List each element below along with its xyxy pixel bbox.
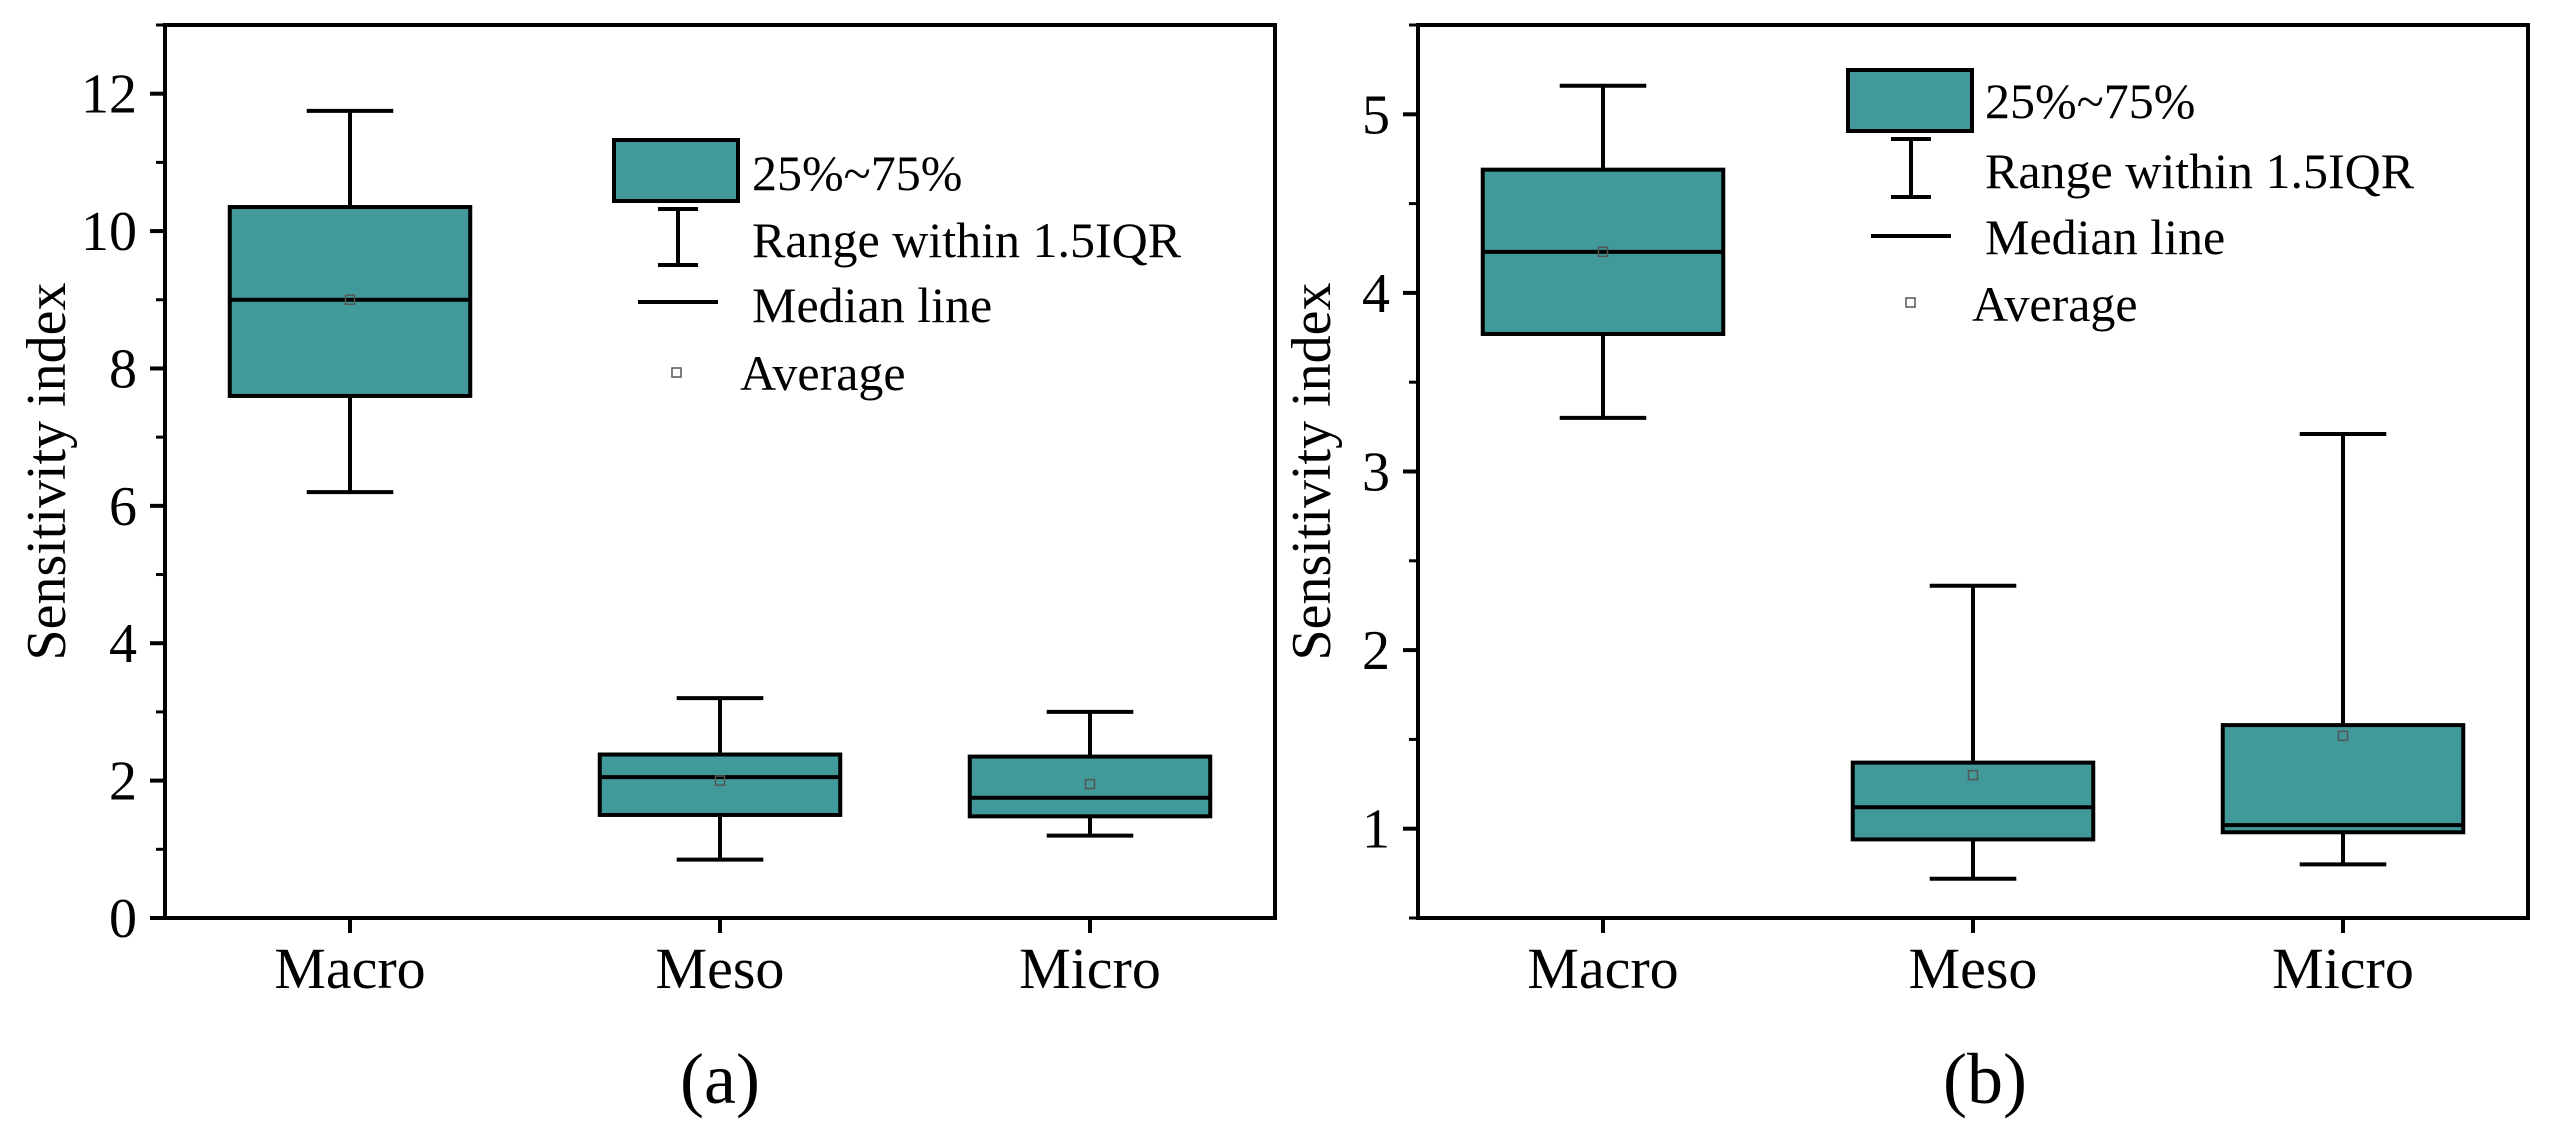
mean-marker	[1597, 246, 1609, 258]
box-macro	[227, 108, 473, 495]
legend-box-label-a: 25%~75%	[752, 145, 962, 201]
plot-frame-b	[1416, 23, 2530, 920]
legend-range-symbol-b	[1891, 137, 1931, 199]
iqr-box	[597, 752, 843, 817]
box-group-b	[1480, 83, 2466, 881]
legend-mean-symbol-a	[671, 367, 682, 378]
y-tick-label: 4	[1362, 263, 1390, 325]
panel-label-a: (a)	[680, 1039, 760, 1119]
y-tick-label: 2	[109, 751, 137, 813]
box-micro	[967, 709, 1213, 838]
legend-box-swatch-a	[612, 138, 740, 203]
y-ticks-b: 1 2 3 4 5	[1362, 23, 1418, 920]
y-tick-label: 0	[109, 888, 137, 950]
iqr-box	[2220, 723, 2466, 835]
y-tick-label: 4	[109, 613, 137, 675]
box-meso	[597, 696, 843, 862]
y-axis-title-a: Sensitivity index	[16, 283, 78, 661]
y-ticks-a: 0 2 4 6 8 10 12	[81, 23, 165, 950]
legend-range-symbol-a	[658, 207, 698, 267]
x-tick-label-meso: Meso	[1909, 936, 2038, 1001]
x-ticks-b: Macro Meso Micro	[1527, 918, 2414, 1001]
y-tick-label: 2	[1362, 620, 1390, 682]
legend-median-label-a: Median line	[752, 277, 992, 333]
box-micro	[2220, 431, 2466, 867]
mean-marker	[1084, 778, 1096, 790]
legend-range-label-a: Range within 1.5IQR	[752, 212, 1182, 268]
y-axis-title-b: Sensitivity index	[1281, 283, 1343, 661]
x-tick-label-macro: Macro	[1527, 936, 1678, 1001]
x-tick-label-meso: Meso	[656, 936, 785, 1001]
box-meso	[1850, 583, 2096, 881]
legend-b: 25%~75% Range within 1.5IQR Median line …	[1846, 68, 2415, 332]
mean-marker	[714, 775, 726, 786]
box-macro	[1480, 83, 1726, 420]
panel-a: 0 2 4 6 8 10 12 Macro Meso Micro Sensitivity ind…	[16, 23, 1277, 1119]
legend-range-label-b: Range within 1.5IQR	[1985, 143, 2415, 199]
legend-mean-label-a: Average	[740, 345, 906, 401]
y-tick-label: 12	[81, 64, 137, 126]
legend-box-swatch-b	[1846, 68, 1974, 133]
x-tick-label-micro: Micro	[2272, 936, 2414, 1001]
x-tick-label-macro: Macro	[274, 936, 425, 1001]
legend-mean-symbol-b	[1905, 297, 1916, 308]
legend-box-label-b: 25%~75%	[1985, 73, 2195, 129]
y-tick-label: 8	[109, 338, 137, 400]
iqr-box	[1850, 760, 2096, 842]
panel-b: 1 2 3 4 5 Macro Meso Micro Sensitivity index (…	[1281, 23, 2530, 1119]
iqr-box	[967, 754, 1213, 819]
mean-marker	[2337, 730, 2349, 742]
y-tick-label: 10	[81, 201, 137, 263]
mean-marker	[344, 294, 356, 306]
mean-marker	[1967, 769, 1979, 781]
y-tick-label: 1	[1362, 799, 1390, 861]
legend-mean-label-b: Average	[1972, 276, 2138, 332]
x-ticks-a: Macro Meso Micro	[274, 918, 1161, 1001]
y-tick-label: 3	[1362, 442, 1390, 504]
y-tick-label: 5	[1362, 84, 1390, 146]
box-group-a	[227, 108, 1213, 862]
legend-median-label-b: Median line	[1985, 209, 2225, 265]
legend-a: 25%~75% Range within 1.5IQR Median line …	[612, 138, 1182, 401]
x-tick-label-micro: Micro	[1019, 936, 1161, 1001]
plot-frame-a	[163, 23, 1277, 920]
y-tick-label: 6	[109, 476, 137, 538]
panel-label-b: (b)	[1943, 1039, 2027, 1119]
